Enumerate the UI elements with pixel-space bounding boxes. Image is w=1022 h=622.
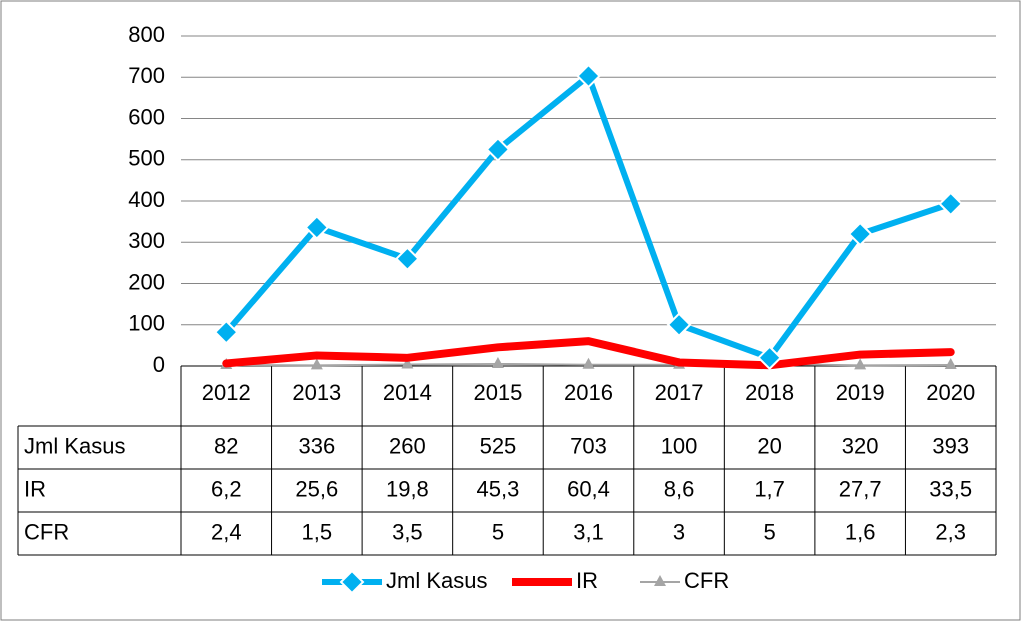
legend-marker (654, 575, 666, 586)
marker-diamond (938, 191, 964, 217)
table-cell: 20 (757, 433, 781, 458)
table-cell: 1,6 (845, 519, 876, 544)
marker-diamond (304, 214, 330, 240)
y-tick-label: 100 (128, 311, 165, 336)
table-cell: 8,6 (664, 476, 695, 501)
table-cell: 1,7 (754, 476, 785, 501)
x-tick-label: 2020 (926, 380, 975, 405)
table-cell: 100 (661, 433, 698, 458)
x-tick-label: 2013 (292, 380, 341, 405)
marker-diamond (847, 221, 873, 247)
marker-diamond (213, 319, 239, 345)
table-cell: 703 (570, 433, 607, 458)
table-cell: 2,3 (935, 519, 966, 544)
marker-triangle (401, 357, 414, 369)
y-tick-label: 200 (128, 269, 165, 294)
marker-triangle (854, 358, 867, 370)
table-cell: 27,7 (839, 476, 882, 501)
y-tick-label: 700 (128, 63, 165, 88)
table-cell: 5 (492, 519, 504, 544)
marker-triangle (944, 358, 957, 370)
table-cell: 3 (673, 519, 685, 544)
y-tick-label: 500 (128, 146, 165, 171)
series-line (222, 337, 955, 370)
table-cell: 19,8 (386, 476, 429, 501)
marker-triangle (491, 356, 504, 368)
legend-marker (339, 569, 365, 595)
y-tick-label: 300 (128, 228, 165, 253)
legend-label: IR (576, 568, 598, 593)
x-tick-label: 2012 (202, 380, 251, 405)
legend-label: Jml Kasus (386, 568, 487, 593)
table-cell: 1,5 (302, 519, 333, 544)
table-cell: 45,3 (477, 476, 520, 501)
table-cell: 3,1 (573, 519, 604, 544)
x-tick-label: 2015 (473, 380, 522, 405)
x-tick-label: 2018 (745, 380, 794, 405)
table-cell: 33,5 (929, 476, 972, 501)
marker-diamond (485, 137, 511, 162)
table-row-label: CFR (24, 519, 69, 544)
x-tick-label: 2014 (383, 380, 432, 405)
table-cell: 2,4 (211, 519, 242, 544)
y-tick-label: 400 (128, 187, 165, 212)
y-tick-label: 0 (153, 352, 165, 377)
x-tick-label: 2017 (655, 380, 704, 405)
table-cell: 60,4 (567, 476, 610, 501)
table-cell: 260 (389, 433, 426, 458)
x-tick-label: 2016 (564, 380, 613, 405)
table-cell: 3,5 (392, 519, 423, 544)
table-cell: 25,6 (295, 476, 338, 501)
table-row-label: IR (24, 476, 46, 501)
table-row-label: Jml Kasus (24, 433, 125, 458)
marker-diamond (757, 345, 783, 371)
table-cell: 525 (480, 433, 517, 458)
legend-label: CFR (684, 568, 729, 593)
table-cell: 82 (214, 433, 238, 458)
marker-diamond (394, 246, 420, 272)
table-cell: 336 (298, 433, 335, 458)
y-tick-label: 600 (128, 104, 165, 129)
table-cell: 6,2 (211, 476, 242, 501)
y-tick-label: 800 (128, 22, 165, 47)
marker-diamond (666, 312, 692, 338)
x-tick-label: 2019 (836, 380, 885, 405)
table-cell: 5 (763, 519, 775, 544)
table-cell: 393 (932, 433, 969, 458)
table-cell: 320 (842, 433, 879, 458)
marker-triangle (582, 357, 595, 369)
marker-triangle (310, 358, 323, 370)
marker-diamond (576, 63, 601, 89)
